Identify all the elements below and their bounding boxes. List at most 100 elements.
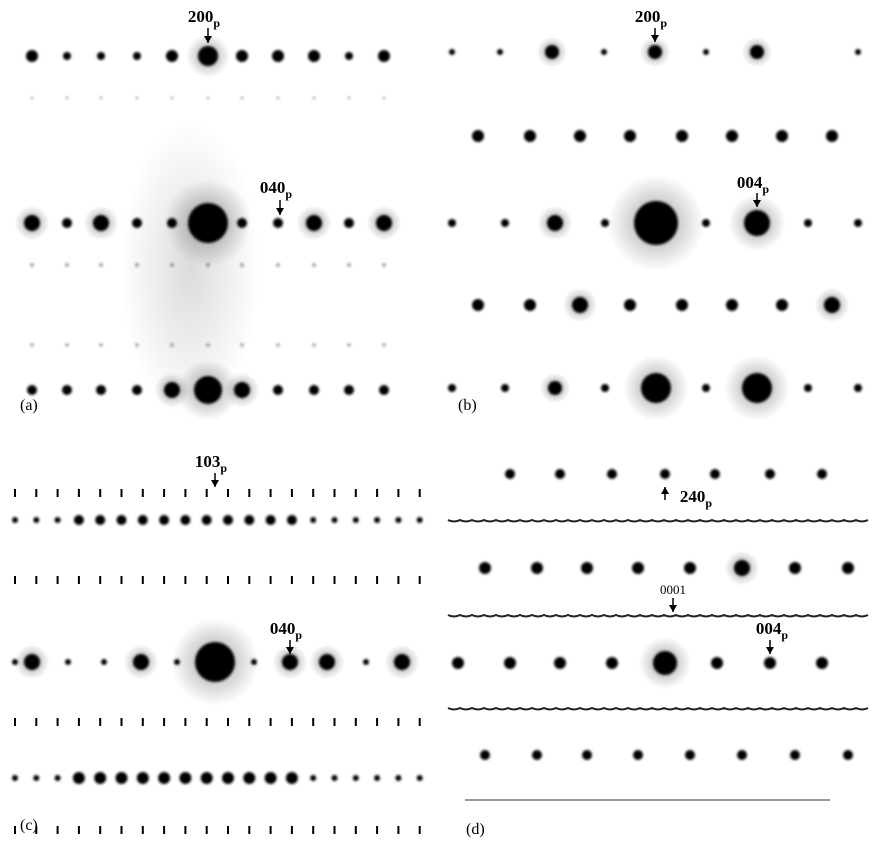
spot	[206, 263, 210, 267]
annotation: 040p	[270, 619, 303, 642]
spot	[382, 343, 386, 347]
spot	[163, 826, 165, 834]
spot	[55, 775, 61, 781]
spot	[653, 651, 677, 675]
panel-label: (b)	[458, 397, 477, 414]
spot	[65, 343, 69, 347]
spot	[504, 657, 516, 669]
spot	[184, 489, 186, 497]
spot	[395, 775, 401, 781]
spot	[555, 469, 565, 479]
spot	[742, 373, 772, 403]
spot	[505, 469, 515, 479]
spot	[138, 515, 148, 525]
spot	[166, 50, 178, 62]
spot	[12, 517, 18, 523]
spot	[14, 718, 16, 726]
spot	[854, 219, 862, 227]
spot	[448, 384, 456, 392]
spot	[737, 750, 747, 760]
spot	[163, 576, 165, 584]
spot	[184, 826, 186, 834]
spot	[344, 218, 354, 228]
spot	[227, 489, 229, 497]
spot	[243, 772, 255, 784]
spot	[376, 826, 378, 834]
spot	[184, 718, 186, 726]
streak	[448, 520, 868, 522]
spot	[62, 385, 72, 395]
spot	[188, 203, 228, 243]
spot	[158, 772, 170, 784]
spot	[397, 826, 399, 834]
annotation: 200p	[635, 7, 668, 30]
spot	[703, 49, 709, 55]
spot	[374, 517, 380, 523]
spot	[355, 826, 357, 834]
spot	[312, 576, 314, 584]
spot	[78, 718, 80, 726]
spot	[62, 218, 72, 228]
streak	[448, 708, 868, 710]
spot	[227, 576, 229, 584]
spot	[244, 515, 254, 525]
spot	[750, 45, 764, 59]
spot	[184, 576, 186, 584]
spot	[312, 263, 316, 267]
spot	[287, 515, 297, 525]
spot	[135, 263, 139, 267]
diffraction-spots	[12, 34, 868, 834]
spot	[363, 659, 369, 665]
spot	[272, 50, 284, 62]
spot	[776, 299, 788, 311]
spot	[57, 718, 59, 726]
spot	[332, 517, 338, 523]
spot	[419, 489, 421, 497]
spot	[624, 299, 636, 311]
spot	[843, 750, 853, 760]
spot	[291, 489, 293, 497]
spot	[99, 343, 103, 347]
spot	[206, 576, 208, 584]
spot	[353, 775, 359, 781]
spot	[248, 489, 250, 497]
spot	[306, 215, 322, 231]
spot	[273, 385, 283, 395]
spot	[227, 826, 229, 834]
spot	[726, 299, 738, 311]
spot	[24, 654, 40, 670]
spot	[660, 469, 670, 479]
spot	[136, 97, 139, 100]
spot	[24, 215, 40, 231]
spot	[121, 826, 123, 834]
spot	[133, 654, 149, 670]
streak	[448, 615, 868, 617]
spot	[524, 299, 536, 311]
spot	[78, 489, 80, 497]
spot	[601, 49, 607, 55]
spot	[501, 219, 509, 227]
annotation: 004p	[737, 173, 770, 196]
spot	[57, 576, 59, 584]
spot	[419, 718, 421, 726]
spot	[179, 772, 191, 784]
spot	[582, 750, 592, 760]
spot	[702, 384, 710, 392]
spot	[395, 517, 401, 523]
spot	[348, 97, 351, 100]
spot	[248, 576, 250, 584]
spot	[383, 97, 386, 100]
spot	[142, 718, 144, 726]
spot	[334, 576, 336, 584]
spot	[376, 215, 392, 231]
spot	[270, 718, 272, 726]
panel-label: (c)	[20, 817, 38, 834]
spot	[95, 515, 105, 525]
spot	[378, 50, 390, 62]
spot	[347, 343, 351, 347]
spot	[554, 657, 566, 669]
arrow-head	[661, 487, 669, 494]
annotation: 004p	[756, 619, 789, 642]
spot	[448, 219, 456, 227]
spot	[291, 826, 293, 834]
